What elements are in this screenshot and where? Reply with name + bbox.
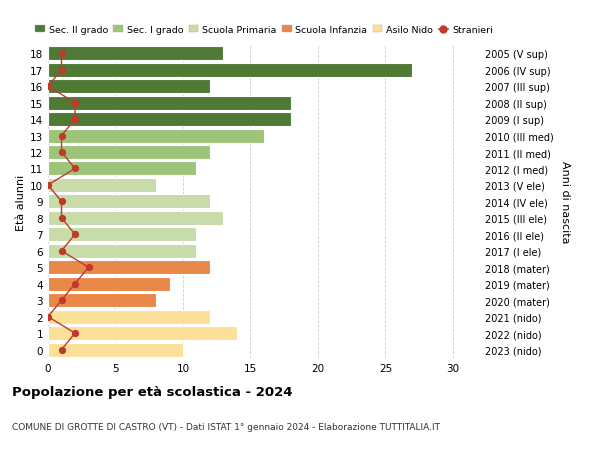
Point [56,346,67,353]
Bar [48,96,291,110]
Bar [48,195,210,209]
Text: Popolazione per età scolastica - 2024: Popolazione per età scolastica - 2024 [12,386,293,398]
Point [70,231,80,239]
Bar [48,294,156,308]
Point [43,83,53,90]
Point [70,330,80,337]
Bar [48,179,156,192]
Point [70,116,80,123]
Point [70,100,80,107]
Point [43,182,53,189]
Point [56,133,67,140]
Bar [48,63,413,78]
Bar [48,228,196,242]
Point [56,67,67,74]
Bar [48,277,170,291]
Point [56,215,67,222]
Point [84,264,94,271]
Bar [48,146,210,160]
Y-axis label: Età alunni: Età alunni [16,174,26,230]
Bar [48,47,223,61]
Bar [48,244,196,258]
Point [43,313,53,321]
Point [56,149,67,157]
Point [56,50,67,58]
Y-axis label: Anni di nascita: Anni di nascita [560,161,570,243]
Point [56,297,67,304]
Bar [48,343,183,357]
Bar [48,113,291,127]
Bar [48,326,237,341]
Bar [48,212,223,225]
Legend: Sec. II grado, Sec. I grado, Scuola Primaria, Scuola Infanzia, Asilo Nido, Stran: Sec. II grado, Sec. I grado, Scuola Prim… [35,26,493,35]
Bar [48,261,210,274]
Point [70,165,80,173]
Text: COMUNE DI GROTTE DI CASTRO (VT) - Dati ISTAT 1° gennaio 2024 - Elaborazione TUTT: COMUNE DI GROTTE DI CASTRO (VT) - Dati I… [12,422,440,431]
Bar [48,162,196,176]
Point [56,247,67,255]
Point [56,198,67,206]
Bar [48,310,210,324]
Point [70,280,80,288]
Bar [48,80,210,94]
Bar [48,129,264,143]
